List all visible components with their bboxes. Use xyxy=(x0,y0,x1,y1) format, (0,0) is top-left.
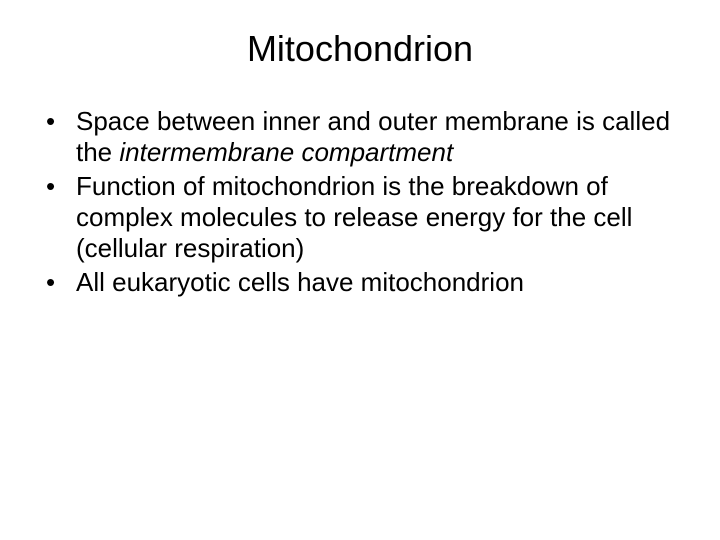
bullet-text-pre: Function of mitochondrion is the breakdo… xyxy=(76,171,632,262)
bullet-list: Space between inner and outer membrane i… xyxy=(40,106,680,298)
slide-title: Mitochondrion xyxy=(40,28,680,70)
bullet-text-pre: All eukaryotic cells have mitochondrion xyxy=(76,267,524,297)
list-item: Space between inner and outer membrane i… xyxy=(40,106,680,167)
slide: Mitochondrion Space between inner and ou… xyxy=(0,0,720,540)
list-item: Function of mitochondrion is the breakdo… xyxy=(40,171,680,263)
bullet-text-italic: intermembrane compartment xyxy=(119,137,453,167)
list-item: All eukaryotic cells have mitochondrion xyxy=(40,267,680,298)
slide-body: Space between inner and outer membrane i… xyxy=(40,106,680,302)
